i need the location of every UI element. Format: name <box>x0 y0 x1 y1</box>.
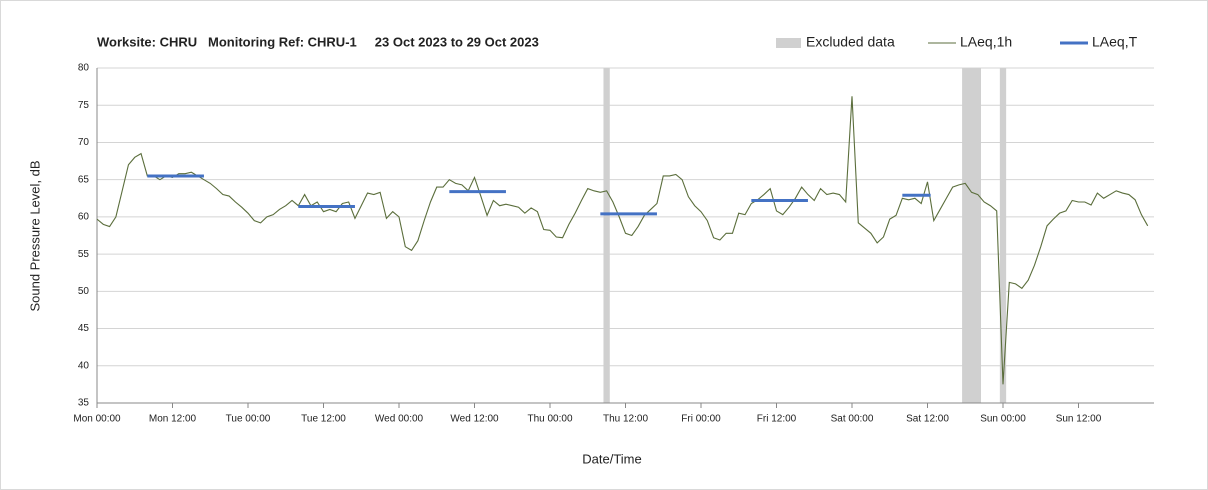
y-axis-label: Sound Pressure Level, dB <box>27 160 42 311</box>
x-tick-label: Thu 12:00 <box>603 414 648 425</box>
y-tick-label: 65 <box>78 174 90 185</box>
excluded-band <box>603 68 610 403</box>
y-tick-label: 40 <box>78 360 90 371</box>
x-tick-label: Wed 12:00 <box>450 414 499 425</box>
excluded-band <box>999 68 1007 403</box>
x-tick-label: Sat 00:00 <box>831 414 874 425</box>
x-tick-label: Tue 12:00 <box>301 414 346 425</box>
y-tick-label: 60 <box>78 212 90 223</box>
legend-label: LAeq,1h <box>960 34 1012 50</box>
y-tick-label: 50 <box>78 286 90 297</box>
x-tick-label: Mon 00:00 <box>73 414 121 425</box>
y-tick-label: 80 <box>78 63 90 74</box>
x-tick-label: Wed 00:00 <box>375 414 424 425</box>
x-tick-label: Fri 00:00 <box>681 414 721 425</box>
x-tick-label: Sun 12:00 <box>1056 414 1102 425</box>
x-tick-label: Tue 00:00 <box>226 414 271 425</box>
x-tick-label: Fri 12:00 <box>757 414 797 425</box>
x-axis-label: Date/Time <box>582 451 641 466</box>
y-tick-label: 35 <box>78 398 90 409</box>
y-tick-label: 75 <box>78 100 90 111</box>
legend-label: LAeq,T <box>1092 34 1138 50</box>
y-tick-label: 45 <box>78 323 90 334</box>
chart-title: Worksite: CHRU Monitoring Ref: CHRU-1 23… <box>97 34 539 49</box>
x-tick-label: Thu 00:00 <box>527 414 572 425</box>
legend-swatch <box>776 38 801 48</box>
excluded-band <box>962 68 981 403</box>
y-tick-label: 55 <box>78 249 90 260</box>
x-tick-label: Sun 00:00 <box>980 414 1026 425</box>
x-tick-label: Mon 12:00 <box>149 414 197 425</box>
legend-label: Excluded data <box>806 34 895 50</box>
y-tick-label: 70 <box>78 137 90 148</box>
x-tick-label: Sat 12:00 <box>906 414 949 425</box>
line-series <box>96 96 1149 385</box>
